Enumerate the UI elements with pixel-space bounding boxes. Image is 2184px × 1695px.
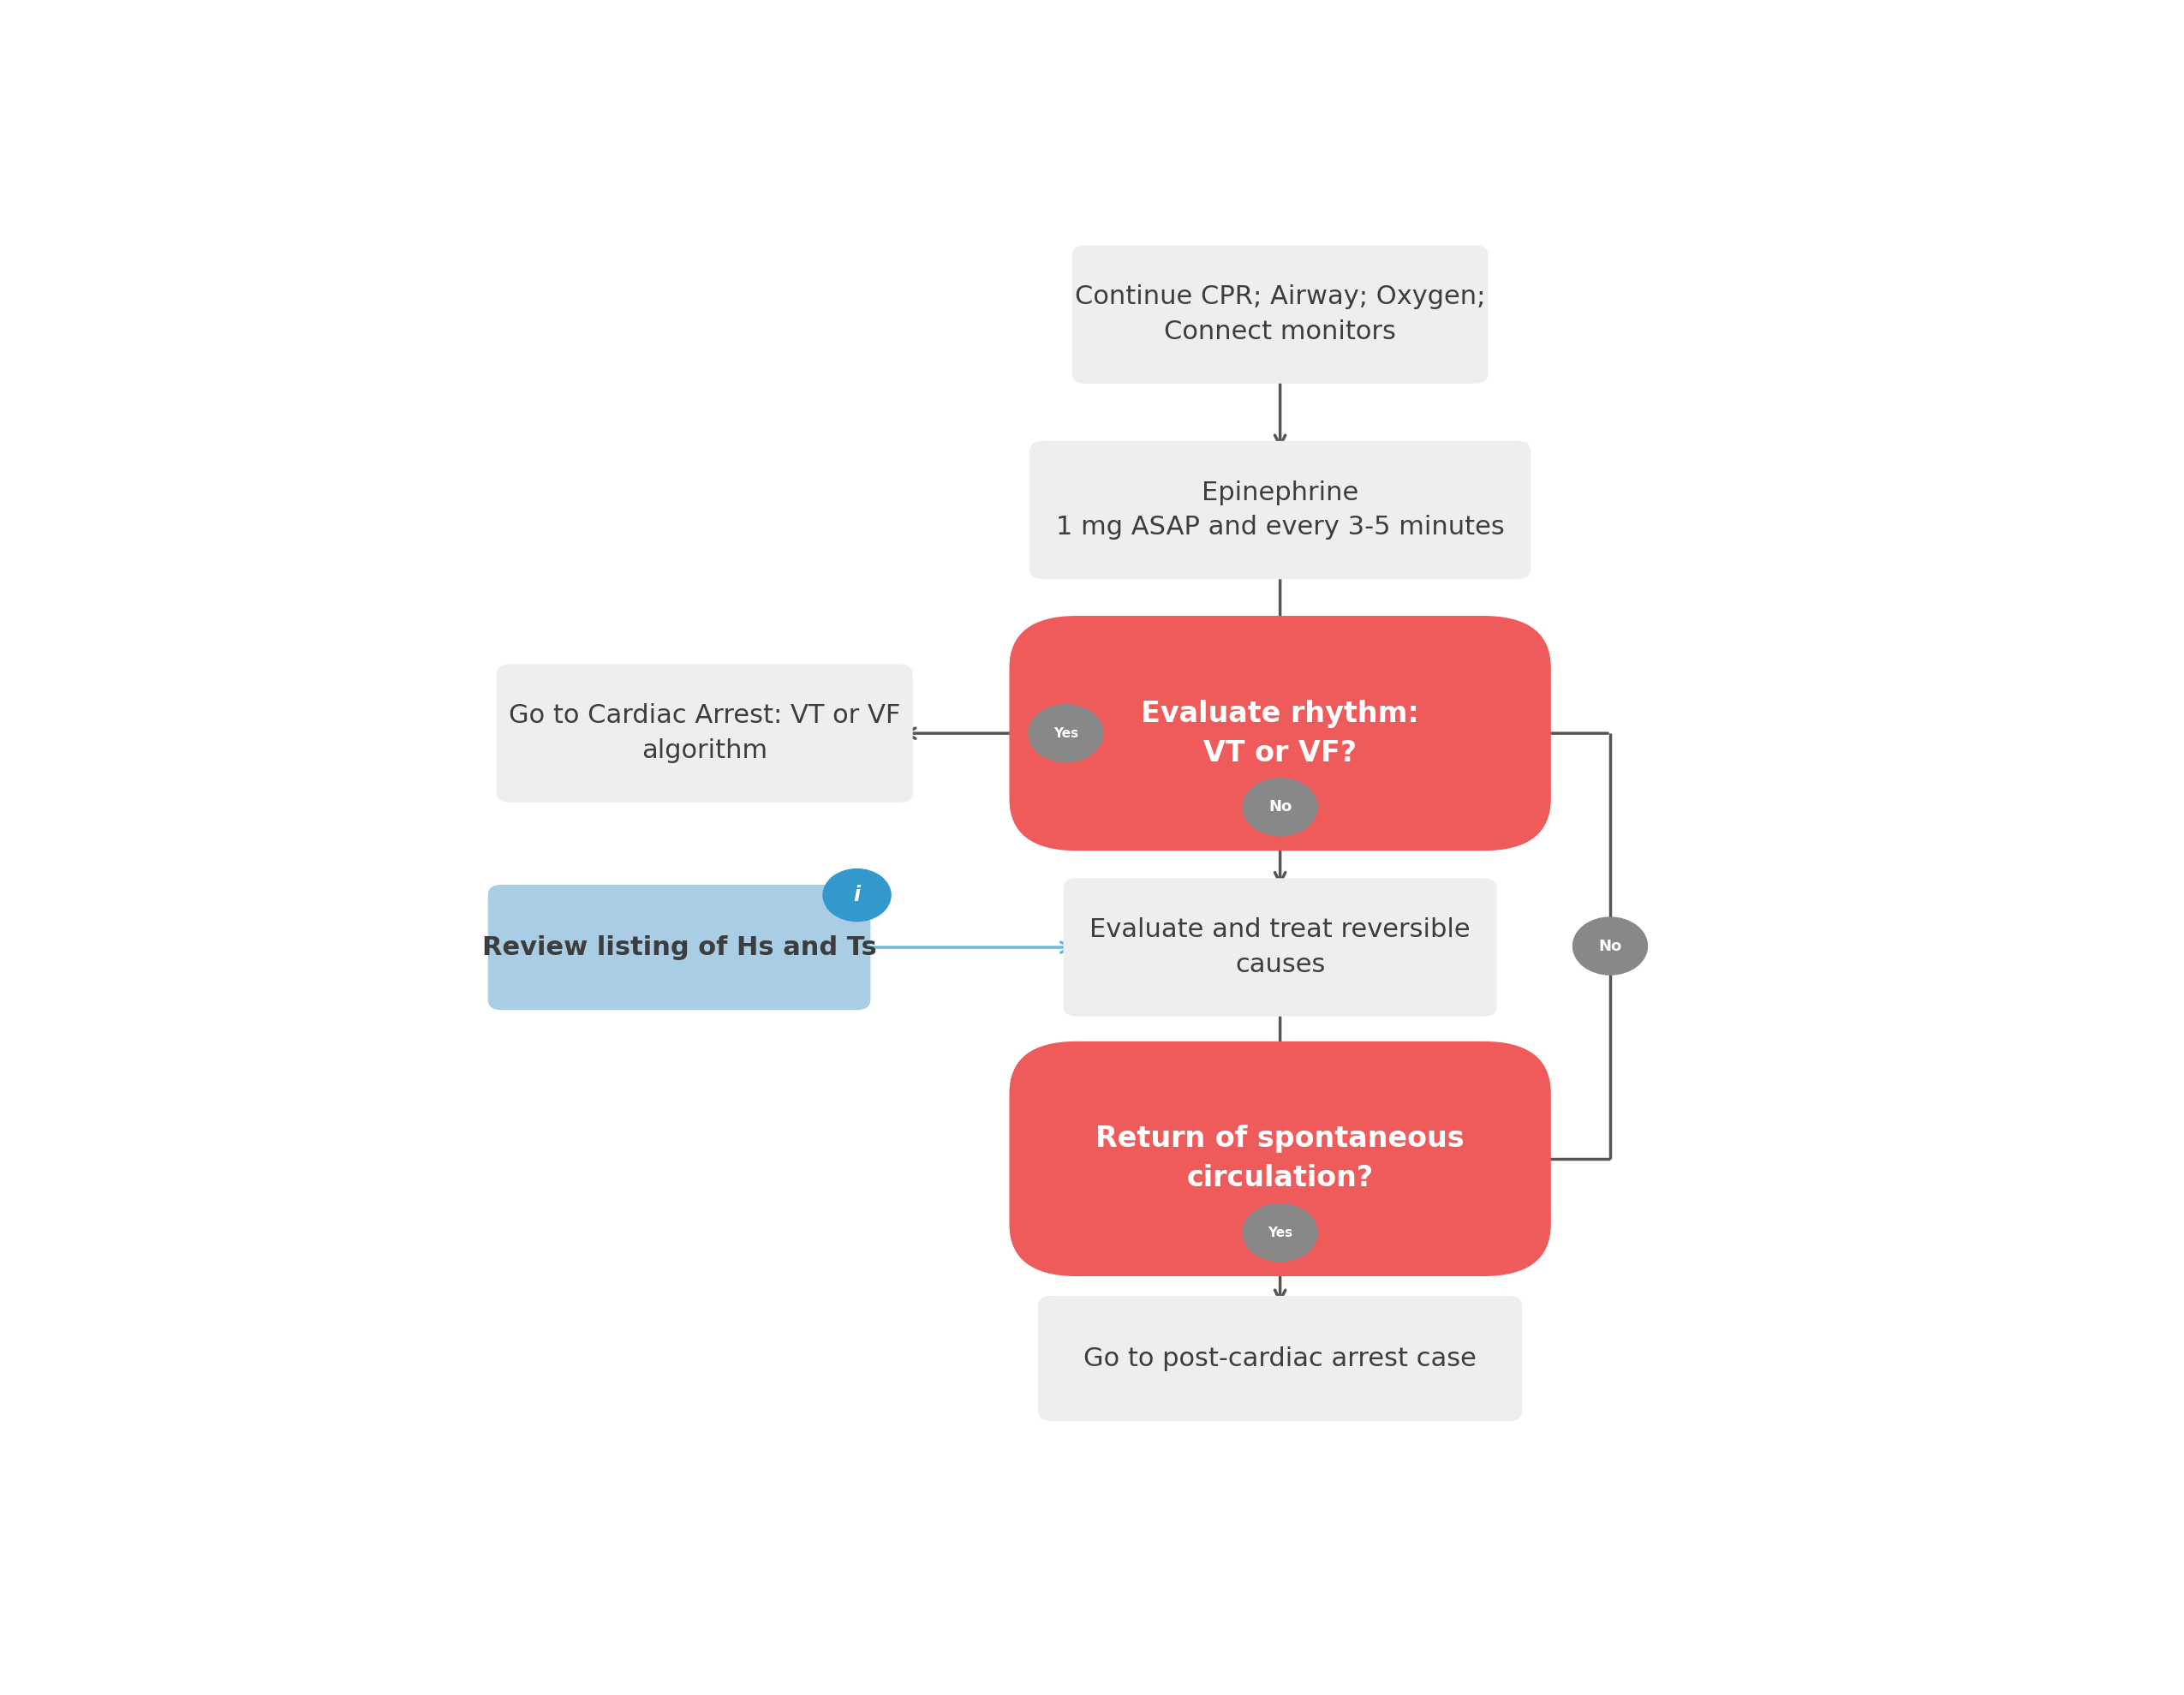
Text: Yes: Yes <box>1053 727 1079 739</box>
Text: Continue CPR; Airway; Oxygen;
Connect monitors: Continue CPR; Airway; Oxygen; Connect mo… <box>1075 285 1485 344</box>
Text: Return of spontaneous
circulation?: Return of spontaneous circulation? <box>1096 1125 1465 1193</box>
Circle shape <box>1243 1203 1317 1261</box>
Text: Review listing of Hs and Ts: Review listing of Hs and Ts <box>483 936 876 959</box>
FancyBboxPatch shape <box>1009 1041 1551 1276</box>
Text: No: No <box>1599 939 1623 954</box>
Text: i: i <box>854 885 860 905</box>
FancyBboxPatch shape <box>487 885 871 1010</box>
FancyBboxPatch shape <box>496 664 913 802</box>
Text: Go to post-cardiac arrest case: Go to post-cardiac arrest case <box>1083 1346 1476 1371</box>
Text: Evaluate and treat reversible
causes: Evaluate and treat reversible causes <box>1090 917 1470 976</box>
Text: Yes: Yes <box>1267 1225 1293 1239</box>
FancyBboxPatch shape <box>1029 441 1531 580</box>
Circle shape <box>1572 917 1647 975</box>
FancyBboxPatch shape <box>1064 878 1496 1017</box>
FancyBboxPatch shape <box>1037 1295 1522 1420</box>
FancyBboxPatch shape <box>1072 246 1487 383</box>
Circle shape <box>1243 778 1317 836</box>
FancyBboxPatch shape <box>1009 615 1551 851</box>
Text: Evaluate rhythm:
VT or VF?: Evaluate rhythm: VT or VF? <box>1140 700 1420 768</box>
Text: Epinephrine
1 mg ASAP and every 3-5 minutes: Epinephrine 1 mg ASAP and every 3-5 minu… <box>1055 480 1505 541</box>
Circle shape <box>823 870 891 922</box>
Text: No: No <box>1269 800 1291 815</box>
Circle shape <box>1029 705 1103 763</box>
Text: Go to Cardiac Arrest: VT or VF
algorithm: Go to Cardiac Arrest: VT or VF algorithm <box>509 703 900 763</box>
